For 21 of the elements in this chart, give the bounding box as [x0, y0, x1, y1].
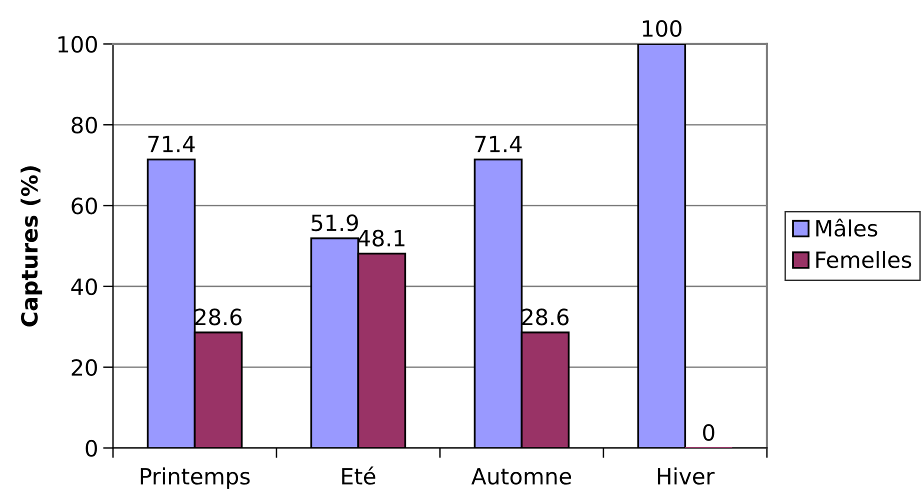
x-tick-label: Automne: [471, 468, 572, 485]
y-tick-label: 60: [72, 198, 97, 214]
data-label: 100: [642, 20, 682, 37]
data-label: 71.4: [148, 136, 195, 152]
legend-label: Mâles: [816, 218, 878, 237]
data-label: 71.4: [475, 136, 522, 152]
y-axis-title: Captures (%): [20, 166, 42, 326]
y-tick-label: 40: [71, 278, 97, 296]
data-label: 48.1: [358, 230, 404, 247]
x-tick-label: Printemps: [140, 467, 250, 489]
data-label: 28.6: [195, 308, 242, 326]
y-tick-label: 80: [72, 116, 97, 134]
data-label: 51.9: [312, 214, 358, 232]
y-tick-label: 100: [58, 36, 97, 53]
y-tick-label: 20: [72, 359, 97, 376]
data-label: 0: [703, 424, 714, 441]
data-label: 28.6: [522, 308, 569, 326]
x-tick-label: Eté: [342, 466, 376, 485]
y-tick-label: 0: [86, 440, 97, 457]
x-tick-label: Hiver: [658, 467, 715, 485]
legend-label: Femelles: [816, 250, 912, 268]
